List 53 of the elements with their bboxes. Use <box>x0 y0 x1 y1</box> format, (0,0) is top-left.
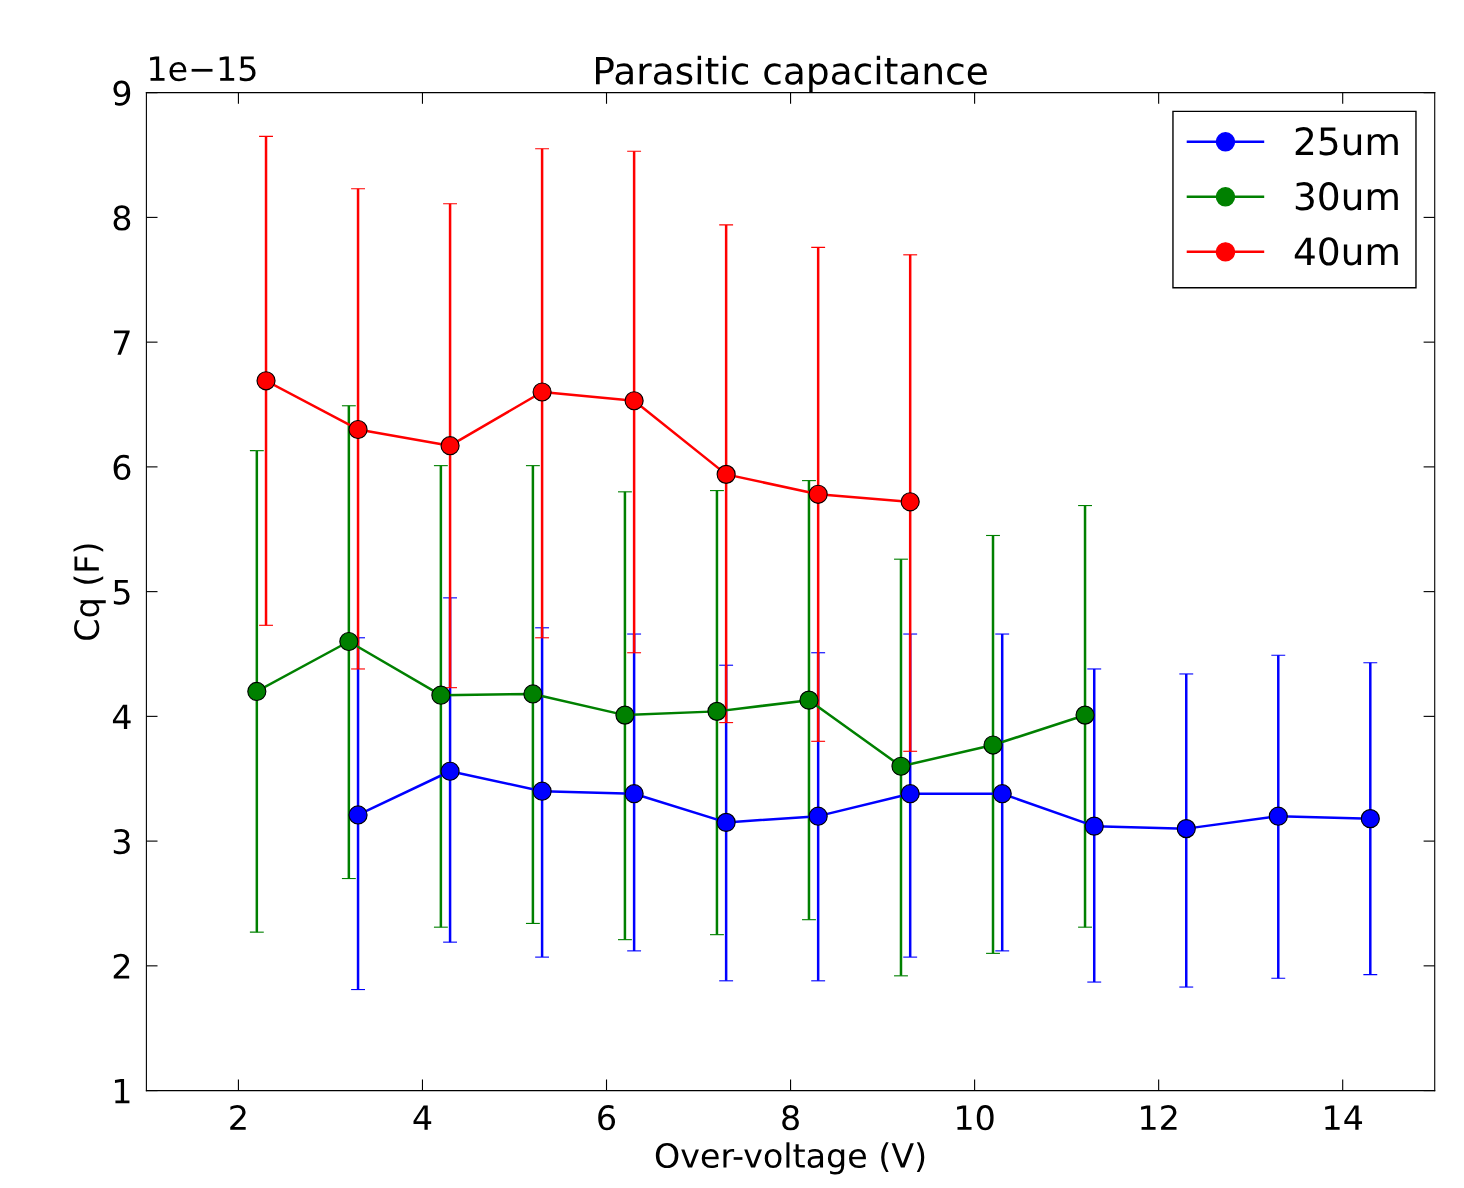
legend-label: 30um <box>1295 182 1398 211</box>
x-tick-label: 6 <box>598 1105 616 1131</box>
point <box>624 784 644 804</box>
x-tick-label: 8 <box>782 1105 799 1131</box>
y-axis-title: Cq (F) <box>73 544 106 640</box>
chart-title: Parasitic capacitance <box>596 55 987 93</box>
y-tick-label: 7 <box>114 330 130 355</box>
y-tick-label: 6 <box>113 454 131 481</box>
point <box>348 419 368 440</box>
point <box>1268 806 1288 826</box>
point <box>900 784 920 804</box>
point <box>808 484 828 504</box>
point <box>339 631 359 652</box>
point <box>431 685 451 705</box>
point <box>348 805 368 825</box>
x-tick-label: 10 <box>957 1105 994 1131</box>
point <box>615 705 635 725</box>
point <box>256 371 276 391</box>
point <box>707 701 727 721</box>
legend-label: 40um <box>1294 237 1398 266</box>
point <box>532 382 552 402</box>
point <box>1084 816 1104 836</box>
y-tick-label: 3 <box>113 829 130 855</box>
point <box>440 761 460 781</box>
point <box>992 784 1012 804</box>
point <box>799 690 819 710</box>
point <box>808 806 828 826</box>
legend-label: 25um <box>1295 127 1398 156</box>
point <box>523 684 543 704</box>
x-axis-title: Over-voltage (V) <box>655 1142 925 1175</box>
point <box>900 492 920 512</box>
y-tick-label: 9 <box>113 80 131 106</box>
point <box>716 812 736 832</box>
y-tick-label: 5 <box>113 579 130 605</box>
point <box>624 391 644 411</box>
y-tick-label: 4 <box>112 704 131 730</box>
point <box>440 436 460 456</box>
point <box>1075 705 1095 725</box>
point <box>716 464 736 484</box>
point <box>891 756 911 776</box>
point <box>1176 819 1196 839</box>
x-tick-label: 12 <box>1141 1105 1177 1130</box>
y-tick-label: 1 <box>114 1078 130 1104</box>
point <box>983 735 1003 755</box>
x-tick-label: 14 <box>1325 1105 1363 1130</box>
point <box>532 781 552 801</box>
x-tick-label: 4 <box>413 1105 432 1130</box>
y-tick-label: 2 <box>113 953 130 979</box>
x-tick-label: 2 <box>230 1105 246 1130</box>
y-tick-label: 8 <box>113 205 131 231</box>
point <box>247 681 267 701</box>
text: 1e−15 <box>150 56 256 82</box>
point <box>1360 809 1380 829</box>
